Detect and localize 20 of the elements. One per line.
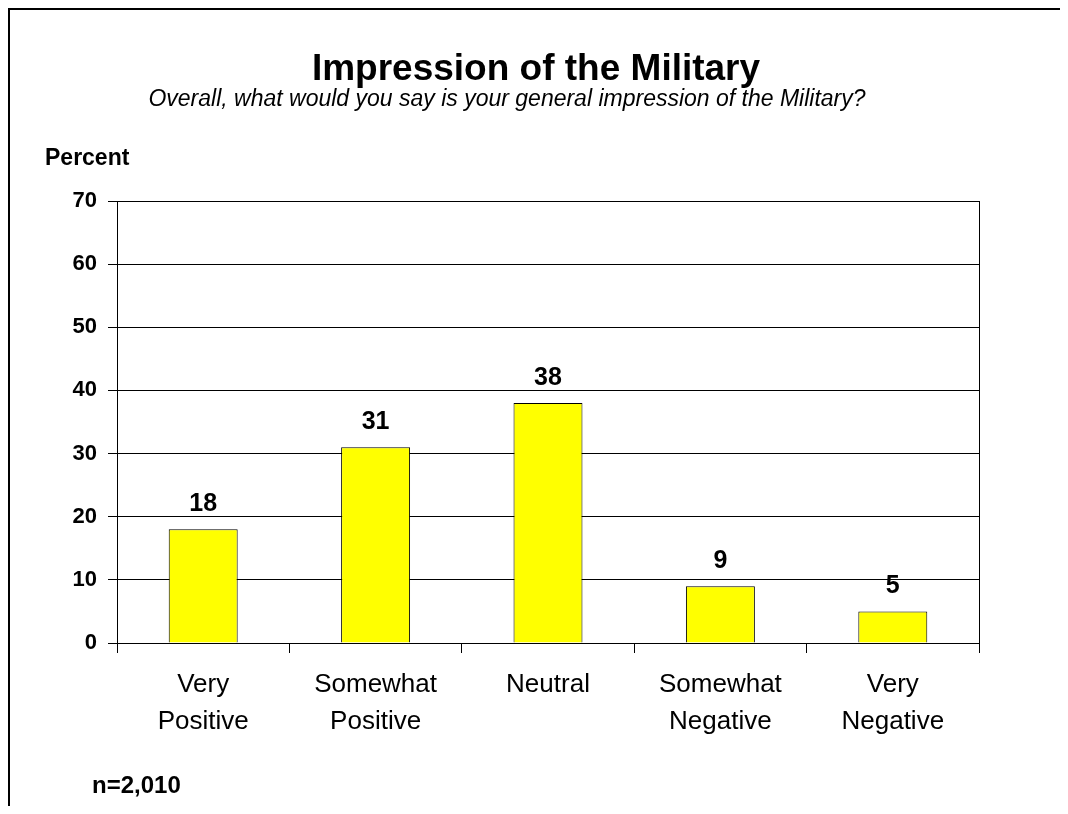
y-axis-title: Percent — [45, 144, 130, 170]
data-label: 18 — [189, 488, 218, 517]
x-tick-label: Somewhat Negative — [658, 668, 783, 735]
y-tick-label: 40 — [72, 376, 97, 402]
text: n=2,010 — [92, 771, 181, 798]
x-tick-label: Very Positive — [157, 668, 249, 735]
x-tick-label: Somewhat Positive — [314, 668, 438, 735]
data-label: 31 — [361, 406, 390, 435]
x-tick-label: Neutral — [506, 668, 590, 699]
data-label: 9 — [713, 545, 728, 574]
y-tick-label: 0 — [84, 629, 97, 655]
data-label: 38 — [534, 362, 562, 391]
y-tick-label: 60 — [72, 250, 97, 276]
y-tick-label: 30 — [72, 439, 97, 465]
y-tick-label: 10 — [72, 565, 97, 591]
chart-title: Impression of the Military — [311, 47, 761, 88]
y-tick-label: 70 — [72, 187, 97, 213]
y-tick-label: 20 — [72, 502, 97, 528]
y-tick-label: 50 — [72, 313, 97, 339]
x-tick-label: Very Negative — [841, 668, 945, 735]
